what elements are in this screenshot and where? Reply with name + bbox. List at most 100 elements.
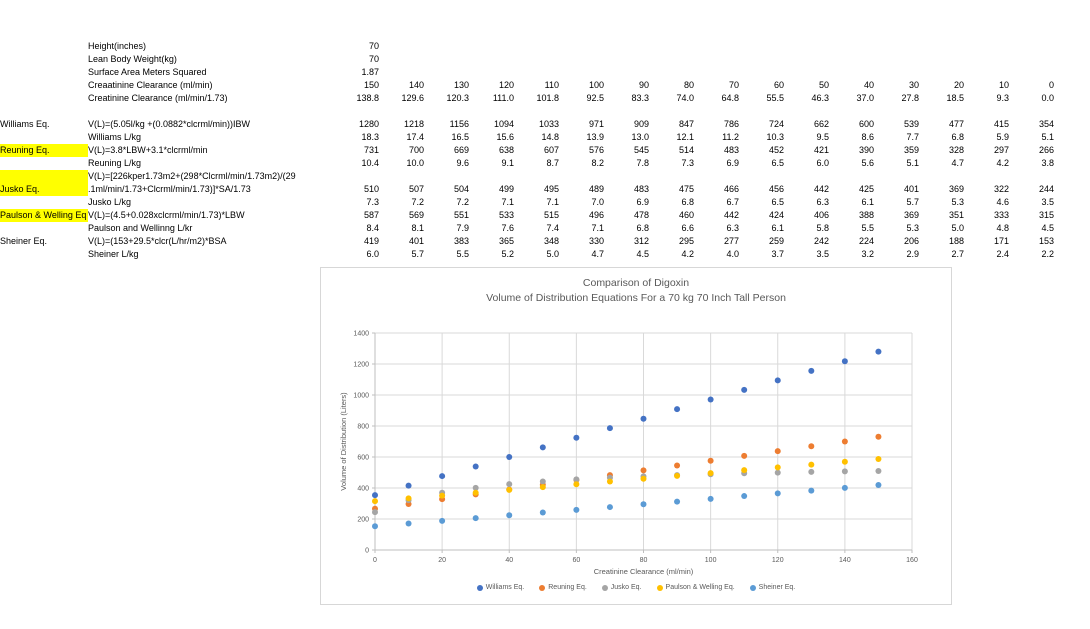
formula-cell[interactable] — [88, 105, 334, 118]
value-cell[interactable]: 7.1 — [546, 197, 559, 207]
value-cell[interactable]: 50 — [818, 80, 829, 90]
value-cell[interactable]: 477 — [948, 119, 964, 129]
value-cell[interactable] — [784, 105, 829, 118]
value-cell[interactable]: 442 — [723, 210, 739, 220]
value-cell[interactable]: 7.1 — [591, 223, 604, 233]
value-cell[interactable]: 328 — [948, 145, 964, 155]
value-cell[interactable]: 10.0 — [406, 158, 424, 168]
value-cell[interactable]: 4.2 — [681, 249, 694, 259]
value-cell[interactable]: 2.7 — [951, 249, 964, 259]
value-cell[interactable] — [604, 105, 649, 118]
formula-cell[interactable]: V(L)=3.8*LBW+3.1*clcrml/min — [88, 145, 208, 155]
row-label-cell[interactable] — [0, 105, 88, 118]
value-cell[interactable] — [874, 170, 919, 183]
value-cell[interactable] — [559, 170, 604, 183]
value-cell[interactable]: 6.1 — [771, 223, 784, 233]
value-cell[interactable]: 4.2 — [996, 158, 1009, 168]
value-cell[interactable] — [1009, 170, 1054, 183]
value-cell[interactable] — [424, 170, 469, 183]
value-cell[interactable] — [424, 40, 469, 53]
value-cell[interactable]: 0 — [1048, 80, 1054, 90]
value-cell[interactable]: 188 — [948, 236, 964, 246]
value-cell[interactable] — [334, 170, 379, 183]
value-cell[interactable]: 100 — [588, 80, 604, 90]
value-cell[interactable] — [829, 170, 874, 183]
value-cell[interactable]: 9.5 — [816, 132, 829, 142]
value-cell[interactable]: 17.4 — [406, 132, 424, 142]
value-cell[interactable]: 5.1 — [906, 158, 919, 168]
value-cell[interactable] — [559, 66, 604, 79]
value-cell[interactable] — [604, 170, 649, 183]
value-cell[interactable]: 295 — [678, 236, 694, 246]
value-cell[interactable]: 101.8 — [536, 93, 559, 103]
row-label-cell[interactable]: Reuning Eq. — [0, 144, 88, 157]
value-cell[interactable]: 3.8 — [1041, 158, 1054, 168]
value-cell[interactable] — [514, 66, 559, 79]
digoxin-chart[interactable]: Comparison of Digoxin Volume of Distribu… — [320, 267, 952, 605]
formula-cell[interactable]: V(L)=(5.05l/kg +(0.0882*clcrml/min))IBW — [88, 119, 251, 129]
formula-cell[interactable]: Creaatinine Clearance (ml/min) — [88, 80, 213, 90]
value-cell[interactable]: 322 — [993, 184, 1009, 194]
value-cell[interactable]: 351 — [948, 210, 964, 220]
value-cell[interactable]: 4.6 — [996, 197, 1009, 207]
formula-cell[interactable]: .1ml/min/1.73+Clcrml/min/1.73)]*SA/1.73 — [88, 184, 251, 194]
value-cell[interactable] — [919, 170, 964, 183]
value-cell[interactable]: 8.6 — [861, 132, 874, 142]
value-cell[interactable] — [1009, 66, 1054, 79]
value-cell[interactable]: 1280 — [358, 119, 379, 129]
value-cell[interactable]: 0.0 — [1041, 93, 1054, 103]
value-cell[interactable]: 483 — [633, 184, 649, 194]
value-cell[interactable]: 9.1 — [501, 158, 514, 168]
value-cell[interactable]: 7.9 — [456, 223, 469, 233]
value-cell[interactable]: 365 — [498, 236, 514, 246]
value-cell[interactable]: 6.3 — [816, 197, 829, 207]
value-cell[interactable]: 5.2 — [501, 249, 514, 259]
row-label-cell[interactable] — [0, 40, 88, 53]
value-cell[interactable]: 638 — [498, 145, 514, 155]
value-cell[interactable]: 13.0 — [631, 132, 649, 142]
value-cell[interactable] — [694, 53, 739, 66]
value-cell[interactable] — [604, 53, 649, 66]
value-cell[interactable] — [694, 105, 739, 118]
value-cell[interactable]: 8.4 — [366, 223, 379, 233]
value-cell[interactable]: 6.0 — [816, 158, 829, 168]
value-cell[interactable]: 40 — [863, 80, 874, 90]
value-cell[interactable]: 110 — [544, 80, 559, 90]
value-cell[interactable]: 266 — [1038, 145, 1054, 155]
value-cell[interactable]: 731 — [363, 145, 379, 155]
value-cell[interactable]: 64.8 — [721, 93, 739, 103]
value-cell[interactable]: 5.5 — [456, 249, 469, 259]
value-cell[interactable]: 390 — [858, 145, 874, 155]
value-cell[interactable] — [379, 66, 424, 79]
value-cell[interactable] — [919, 40, 964, 53]
value-cell[interactable]: 6.1 — [861, 197, 874, 207]
value-cell[interactable]: 662 — [813, 119, 829, 129]
formula-cell[interactable]: Sheiner L/kg — [88, 249, 139, 259]
value-cell[interactable]: 424 — [768, 210, 784, 220]
value-cell[interactable]: 7.3 — [366, 197, 379, 207]
value-cell[interactable]: 442 — [813, 184, 829, 194]
value-cell[interactable]: 425 — [858, 184, 874, 194]
value-cell[interactable]: 120.3 — [446, 93, 469, 103]
value-cell[interactable]: 415 — [993, 119, 1009, 129]
formula-cell[interactable]: Jusko L/kg — [88, 197, 132, 207]
value-cell[interactable]: 330 — [588, 236, 604, 246]
value-cell[interactable]: 10.3 — [766, 132, 784, 142]
value-cell[interactable]: 587 — [363, 210, 379, 220]
value-cell[interactable] — [379, 53, 424, 66]
value-cell[interactable] — [919, 66, 964, 79]
value-cell[interactable] — [379, 105, 424, 118]
value-cell[interactable]: 452 — [768, 145, 784, 155]
value-cell[interactable] — [1009, 53, 1054, 66]
value-cell[interactable]: 140 — [408, 80, 424, 90]
value-cell[interactable] — [469, 170, 514, 183]
value-cell[interactable]: 383 — [453, 236, 469, 246]
value-cell[interactable] — [469, 105, 514, 118]
value-cell[interactable]: 4.5 — [1041, 223, 1054, 233]
value-cell[interactable]: 315 — [1038, 210, 1054, 220]
row-label-cell[interactable] — [0, 157, 88, 170]
value-cell[interactable]: 406 — [813, 210, 829, 220]
value-cell[interactable] — [514, 53, 559, 66]
value-cell[interactable]: 12.1 — [676, 132, 694, 142]
value-cell[interactable] — [424, 53, 469, 66]
